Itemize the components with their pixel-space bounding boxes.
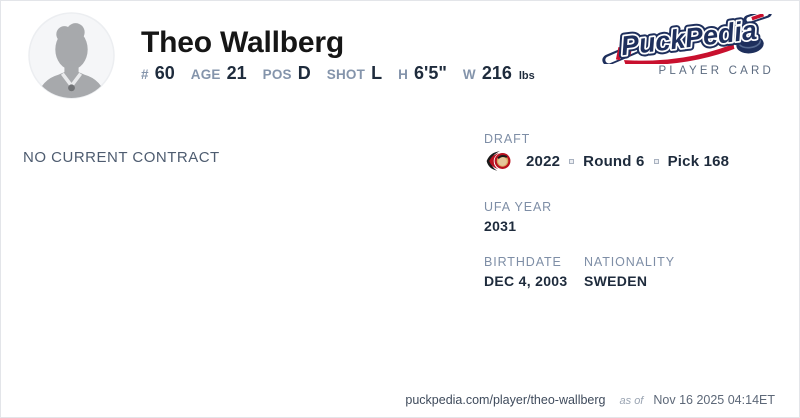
draft-label: DRAFT [484,132,531,146]
player-avatar-placeholder-icon [28,12,115,99]
nationality-label: NATIONALITY [584,255,675,269]
stat-value: 6'5" [414,63,447,83]
ottawa-senators-logo-icon[interactable] [484,149,514,173]
draft-pick: Pick 168 [667,152,730,170]
draft-round: Round 6 [583,152,645,170]
as-of-label: as of [619,395,644,407]
contract-status: NO CURRENT CONTRACT [23,149,220,166]
player-stats-row: # 60 AGE 21 POS D SHOT L H 6'5" W 216 lb… [141,63,535,84]
stat-height: H 6'5" [398,63,447,84]
ufa-year-label: UFA YEAR [484,200,553,214]
stat-value: D [297,63,311,83]
dot-separator-icon [653,158,659,164]
nationality-value: SWEDEN [584,273,648,289]
stat-unit: lbs [518,70,535,82]
stat-label: SHOT [326,67,366,82]
puckpedia-logo-icon[interactable]: PuckPedia PuckPedia PuckPedia [602,14,777,64]
player-name: Theo Wallberg [141,26,344,59]
draft-year: 2022 [526,152,561,170]
ufa-year-value: 2031 [484,218,517,234]
birthdate-value: DEC 4, 2003 [484,273,568,289]
stat-value: 21 [226,63,247,83]
player-page-url-link[interactable]: puckpedia.com/player/theo-wallberg [405,393,606,407]
dot-separator-icon [569,158,575,164]
brand-block: PuckPedia PuckPedia PuckPedia PLAYER CAR… [602,14,777,77]
footer: puckpedia.com/player/theo-wallberg as of… [405,393,775,407]
stat-value: 60 [154,63,175,83]
stat-jersey-number: # 60 [141,63,175,84]
stat-label: # [141,67,149,82]
stat-shot: SHOT L [327,63,382,84]
stat-age: AGE 21 [191,63,247,84]
stat-label: H [398,67,409,82]
stat-value: L [371,63,383,83]
birthdate-label: BIRTHDATE [484,255,562,269]
stat-value: 216 [481,63,512,83]
stat-label: W [462,67,476,82]
draft-row: 2022 Round 6 Pick 168 [484,148,729,174]
stat-position: POS D [263,63,311,84]
stat-weight: W 216 lbs [463,63,535,84]
snapshot-timestamp: Nov 16 2025 04:14ET [653,393,775,407]
player-card-tagline: PLAYER CARD [658,65,774,77]
stat-label: POS [262,67,292,82]
svg-text:PuckPedia: PuckPedia [619,15,758,61]
stat-label: AGE [190,67,221,82]
